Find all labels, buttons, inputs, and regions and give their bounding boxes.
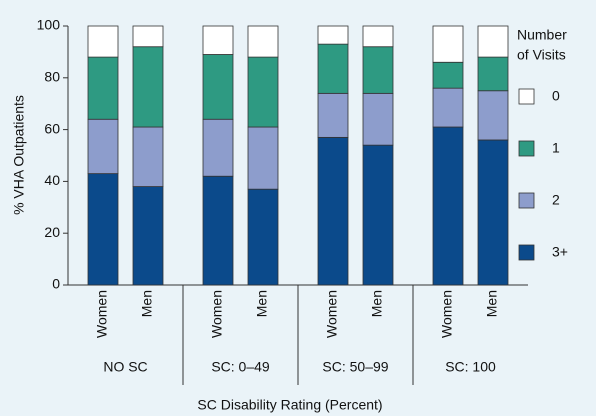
x-tick-label: Men xyxy=(254,290,270,317)
bar-segment xyxy=(247,188,279,286)
bar-segment xyxy=(432,87,464,128)
bar-segment xyxy=(432,126,464,286)
legend-swatch xyxy=(518,88,535,105)
bar-segment xyxy=(477,139,509,286)
x-tick-label: Women xyxy=(439,290,455,338)
x-tick-label: Women xyxy=(209,290,225,338)
bar-segment xyxy=(362,25,394,48)
bar-segment xyxy=(202,118,234,177)
bar-segment xyxy=(477,25,509,58)
x-tick-label: Men xyxy=(369,290,385,317)
group-label: SC: 100 xyxy=(445,359,496,375)
legend-label: 1 xyxy=(552,140,560,156)
bar-segment xyxy=(247,126,279,190)
legend-swatch xyxy=(518,192,535,209)
x-tick-label: Women xyxy=(324,290,340,338)
bar-segment xyxy=(202,54,234,120)
group-label: SC: 50–99 xyxy=(322,359,388,375)
legend-swatch xyxy=(518,244,535,261)
y-axis-label: % VHA Outpatients xyxy=(11,95,27,215)
bar-segment xyxy=(132,126,164,187)
bar-segment xyxy=(362,92,394,146)
x-tick-label: Men xyxy=(484,290,500,317)
bar-segment xyxy=(87,25,119,58)
bar-segment xyxy=(432,61,464,89)
legend-title: Number xyxy=(517,27,567,43)
x-tick-label: Men xyxy=(139,290,155,317)
bar-segment xyxy=(362,46,394,94)
legend-title: of Visits xyxy=(517,47,566,63)
bar-segment xyxy=(132,186,164,286)
bar-segment xyxy=(362,144,394,286)
bar-segment xyxy=(317,92,349,138)
x-tick-label: Women xyxy=(94,290,110,338)
bar-segment xyxy=(247,56,279,128)
bar-segment xyxy=(87,56,119,120)
legend-swatch xyxy=(518,140,535,157)
y-tick-label: 60 xyxy=(44,120,60,136)
group-label: NO SC xyxy=(103,359,147,375)
legend-label: 0 xyxy=(552,88,560,104)
x-axis-label: SC Disability Rating (Percent) xyxy=(197,397,382,413)
y-tick-label: 100 xyxy=(37,17,61,33)
bar-segment xyxy=(317,43,349,94)
y-tick-label: 80 xyxy=(44,69,60,85)
bar-segment xyxy=(132,25,164,48)
bar-segment xyxy=(317,136,349,286)
group-label: SC: 0–49 xyxy=(211,359,270,375)
y-tick-label: 20 xyxy=(44,224,60,240)
bar-segment xyxy=(317,25,349,45)
y-tick-label: 40 xyxy=(44,172,60,188)
y-tick-label: 0 xyxy=(52,276,60,292)
legend-label: 3+ xyxy=(552,244,568,260)
legend-label: 2 xyxy=(552,192,560,208)
bar-segment xyxy=(87,173,119,286)
bar-segment xyxy=(202,175,234,286)
bar-segment xyxy=(202,25,234,55)
bar-segment xyxy=(432,25,464,63)
bar-segment xyxy=(87,118,119,175)
bar-segment xyxy=(477,90,509,141)
bar-segment xyxy=(477,56,509,92)
bar-segment xyxy=(247,25,279,58)
bar-segment xyxy=(132,46,164,128)
